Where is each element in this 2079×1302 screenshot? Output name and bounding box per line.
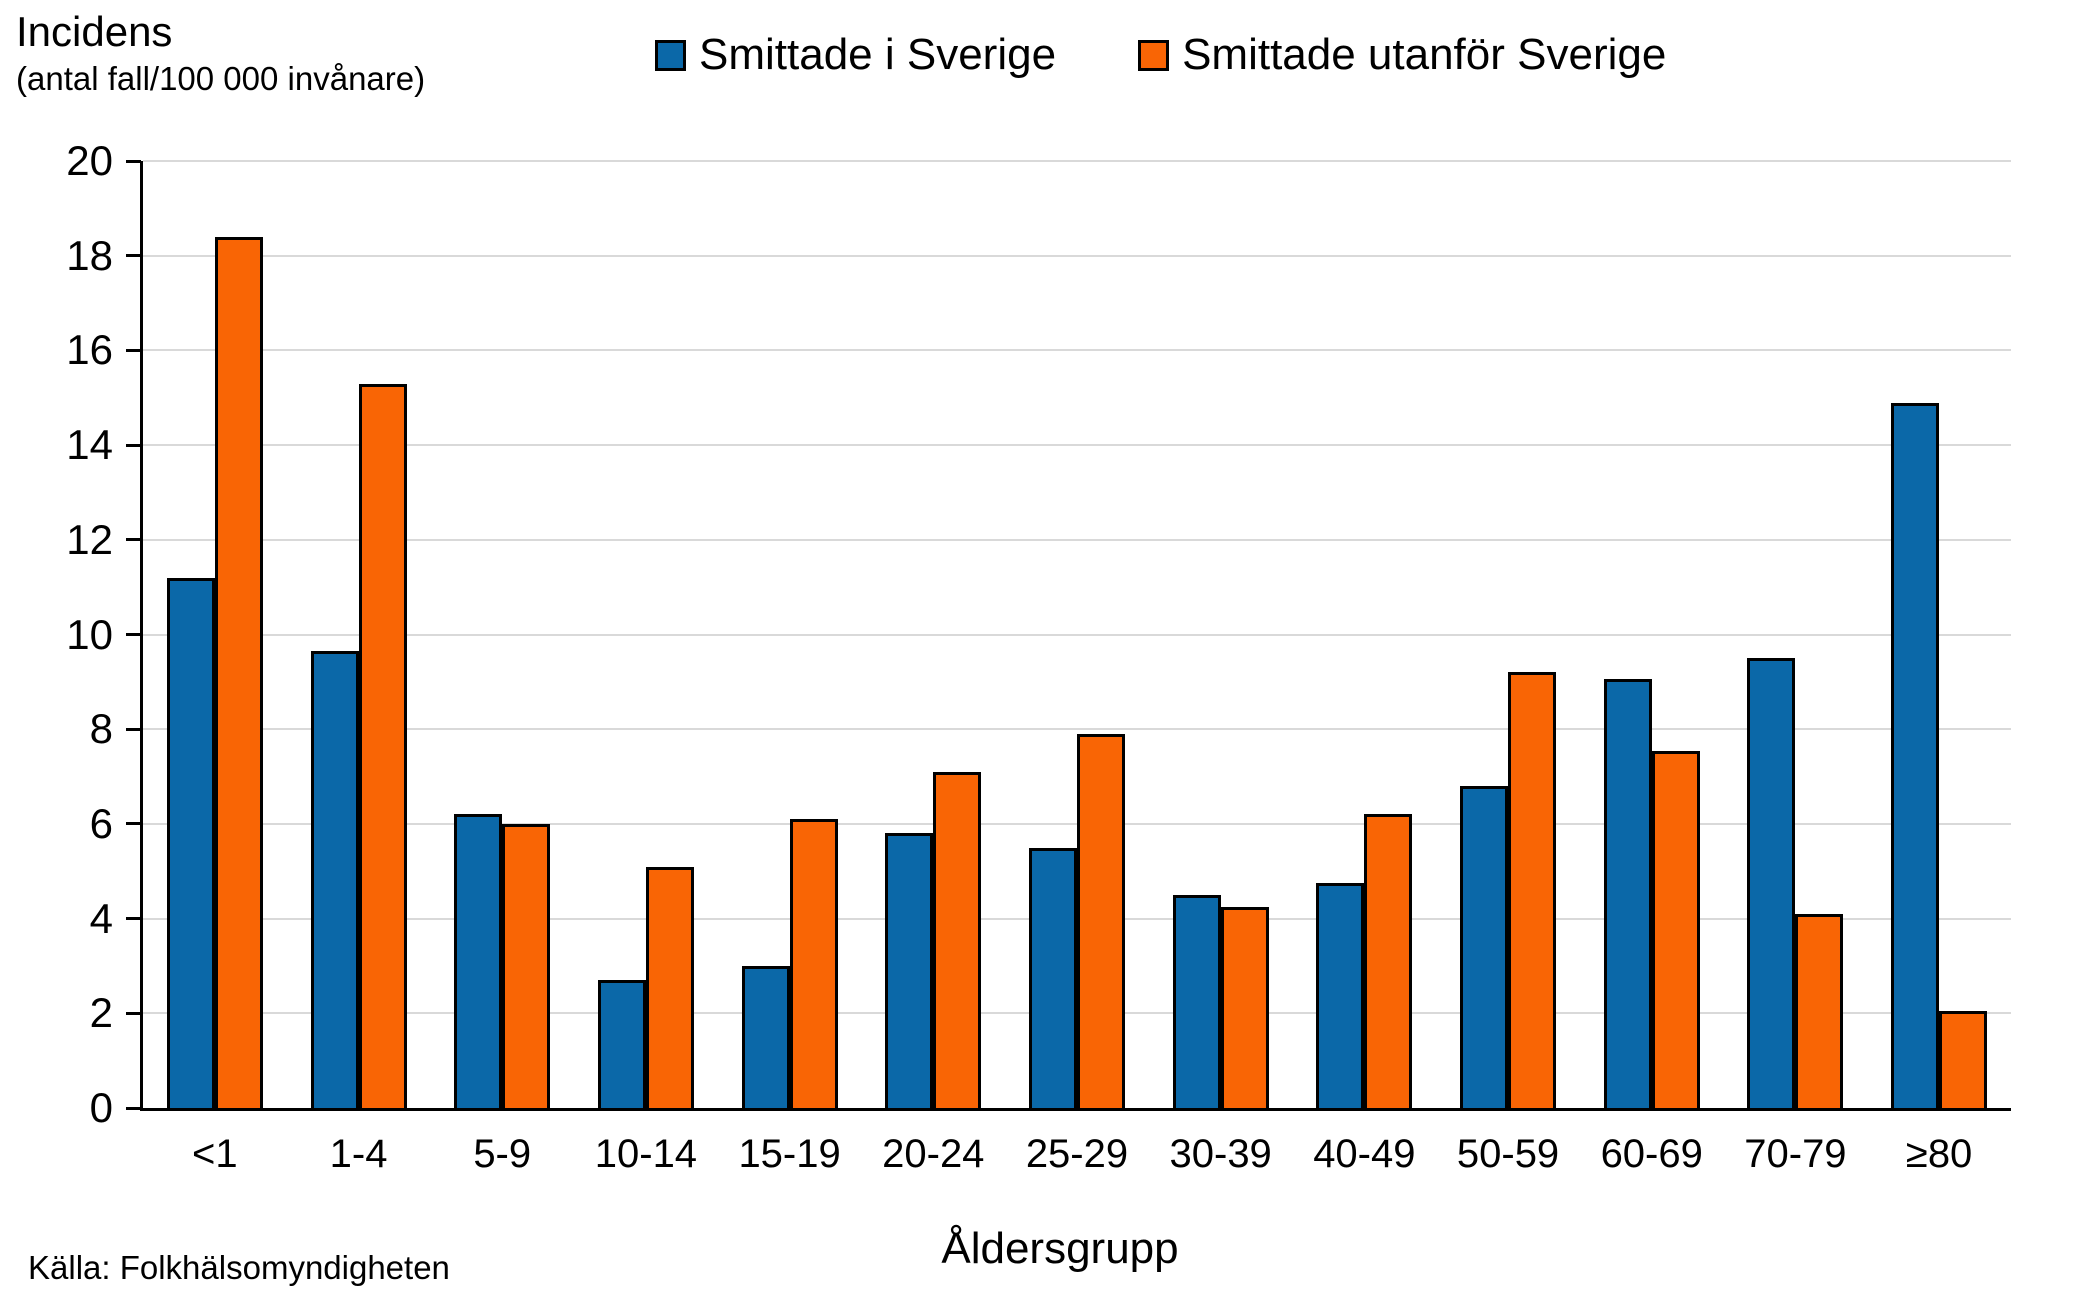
legend-swatch-sweden (655, 39, 686, 71)
y-axis-label: 4 (89, 894, 113, 942)
bar-smittade-utanf-r-sverige (645, 866, 694, 1108)
bar-smittade-utanf-r-sverige (502, 823, 551, 1108)
legend-item-abroad: Smittade utanför Sverige (1138, 30, 1666, 80)
y-axis-tick (126, 159, 141, 163)
source-note: Källa: Folkhälsomyndigheten (28, 1249, 450, 1286)
y-axis-label: 8 (89, 705, 113, 753)
x-category-label: 25-29 (1025, 1132, 1129, 1176)
bar-group: 5-9 (430, 161, 574, 1176)
x-category-label: 50-59 (1456, 1132, 1560, 1176)
y-axis-tick (126, 538, 141, 542)
bar-smittade-utanf-r-sverige (789, 819, 838, 1108)
y-axis-tick (126, 917, 141, 921)
bar-group: 15-19 (718, 161, 862, 1176)
bar-smittade-i-sverige (741, 965, 790, 1108)
bar-smittade-i-sverige (1891, 402, 1940, 1108)
y-axis-label: 6 (89, 799, 113, 847)
x-axis-title: Åldersgrupp (941, 1224, 1179, 1273)
x-category-label: 5-9 (473, 1132, 532, 1176)
gridline (143, 160, 2011, 162)
y-axis-tick (126, 1106, 141, 1110)
legend: Smittade i Sverige Smittade utanför Sver… (655, 30, 1666, 80)
legend-swatch-abroad (1138, 39, 1170, 71)
bar-smittade-i-sverige (885, 833, 934, 1108)
y-axis-tick (126, 443, 141, 447)
bar-smittade-utanf-r-sverige (933, 771, 982, 1108)
bar-smittade-utanf-r-sverige (1076, 733, 1125, 1108)
x-category-label: <1 (192, 1132, 238, 1176)
bar-smittade-i-sverige (454, 814, 503, 1108)
y-axis-label: 10 (66, 610, 113, 658)
x-category-label: 60-69 (1600, 1132, 1703, 1176)
bar-smittade-i-sverige (1603, 679, 1652, 1108)
gridline (143, 444, 2011, 447)
gridline (143, 728, 2011, 731)
bar-group: 40-49 (1293, 161, 1437, 1176)
bar-group: 20-24 (861, 161, 1005, 1176)
bar-smittade-utanf-r-sverige (1939, 1010, 1988, 1108)
y-axis-label: 0 (89, 1084, 113, 1131)
bar-smittade-i-sverige (1172, 894, 1221, 1108)
plot-area: 0 2 4 6 8 10 12 14 16 18 20 <1 1-4 5-9 10-14 15-19 20-24… (66, 140, 2011, 1176)
bar-smittade-i-sverige (1747, 658, 1796, 1108)
legend-label-sweden: Smittade i Sverige (699, 30, 1057, 79)
y-axis-tick (126, 348, 141, 352)
bar-smittade-utanf-r-sverige (1364, 814, 1413, 1108)
bar-smittade-utanf-r-sverige (214, 236, 263, 1108)
x-category-label: 20-24 (882, 1132, 985, 1176)
y-axis-tick (126, 822, 141, 826)
y-axis-label: 18 (66, 231, 113, 279)
chart-title: Incidens (16, 8, 173, 55)
x-category-label: ≥80 (1905, 1132, 1973, 1176)
gridline (143, 254, 2011, 257)
y-axis-label: 20 (66, 137, 113, 184)
bar-smittade-utanf-r-sverige (1220, 906, 1269, 1108)
bar-group: 30-39 (1149, 161, 1293, 1176)
x-category-label: 10-14 (594, 1132, 698, 1176)
bar-group: 10-14 (574, 161, 718, 1176)
bar-smittade-i-sverige (166, 577, 215, 1108)
bar-group: 70-79 (1724, 161, 1868, 1176)
bar-group: 50-59 (1436, 161, 1580, 1176)
x-category-label: 1-4 (329, 1132, 388, 1176)
bar-group: 1-4 (287, 161, 431, 1176)
bar-smittade-i-sverige (597, 980, 646, 1108)
legend-label-abroad: Smittade utanför Sverige (1182, 30, 1667, 79)
gridline (143, 349, 2011, 352)
y-axis-label: 16 (66, 326, 113, 374)
bar-smittade-i-sverige (310, 651, 359, 1108)
bar-group: <1 (143, 161, 287, 1176)
y-axis-label: 12 (66, 515, 113, 563)
chart-subtitle: (antal fall/100 000 invånare) (16, 60, 426, 97)
gridline (143, 538, 2011, 541)
bar-group: ≥80 (1867, 161, 2011, 1176)
y-axis-label: 14 (66, 421, 113, 469)
bar-smittade-i-sverige (1316, 883, 1365, 1108)
bar-smittade-i-sverige (1460, 786, 1509, 1108)
bar-smittade-utanf-r-sverige (1795, 913, 1844, 1108)
bar-smittade-i-sverige (1028, 847, 1077, 1108)
legend-item-sweden: Smittade i Sverige (655, 30, 1056, 80)
bar-group: 60-69 (1580, 161, 1724, 1176)
gridline (143, 633, 2011, 636)
y-axis-tick (126, 633, 141, 636)
x-category-label: 30-39 (1169, 1132, 1272, 1176)
x-category-label: 15-19 (738, 1132, 841, 1176)
x-category-label: 70-79 (1744, 1132, 1847, 1176)
bar-smittade-utanf-r-sverige (1651, 750, 1700, 1108)
bar-group: 25-29 (1005, 161, 1149, 1176)
y-axis-tick (126, 254, 141, 258)
bar-smittade-utanf-r-sverige (358, 383, 407, 1108)
y-axis-tick (126, 1011, 141, 1015)
x-category-label: 40-49 (1313, 1132, 1416, 1176)
y-axis-tick (126, 727, 141, 731)
y-axis-label: 2 (89, 989, 113, 1037)
bar-smittade-utanf-r-sverige (1508, 672, 1557, 1108)
